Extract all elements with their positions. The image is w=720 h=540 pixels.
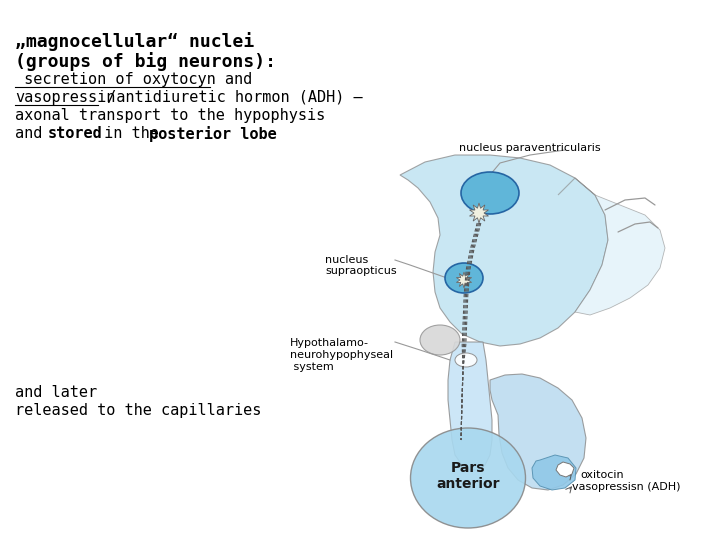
Ellipse shape: [455, 353, 477, 367]
Text: and: and: [15, 126, 52, 141]
Text: Pars: Pars: [451, 461, 485, 475]
Ellipse shape: [410, 428, 526, 528]
Ellipse shape: [445, 263, 483, 293]
Polygon shape: [400, 155, 608, 346]
Text: in the: in the: [95, 126, 168, 141]
Polygon shape: [456, 272, 472, 288]
Text: nucleus: nucleus: [325, 255, 368, 265]
Text: „magnocellular“ nuclei: „magnocellular“ nuclei: [15, 32, 254, 51]
Polygon shape: [490, 374, 586, 490]
Text: released to the capillaries: released to the capillaries: [15, 403, 261, 418]
Polygon shape: [556, 462, 574, 477]
Text: vasopressin: vasopressin: [15, 90, 115, 105]
Polygon shape: [448, 342, 492, 470]
Text: anterior: anterior: [436, 477, 500, 491]
Text: neurohypophyseal: neurohypophyseal: [290, 350, 393, 360]
Text: Hypothalamo-: Hypothalamo-: [290, 338, 369, 348]
Text: oxitocin: oxitocin: [580, 470, 624, 480]
Polygon shape: [469, 203, 488, 223]
Text: axonal transport to the hypophysis: axonal transport to the hypophysis: [15, 108, 325, 123]
Text: vasopressisn (ADH): vasopressisn (ADH): [572, 482, 680, 492]
Text: posterior lobe: posterior lobe: [149, 126, 276, 142]
Text: nucleus paraventricularis: nucleus paraventricularis: [459, 143, 600, 153]
Text: (groups of big neurons):: (groups of big neurons):: [15, 52, 276, 71]
Polygon shape: [532, 455, 576, 490]
Text: /antidiuretic hormon (ADH) –: /antidiuretic hormon (ADH) –: [98, 90, 363, 105]
Text: supraopticus: supraopticus: [325, 266, 397, 276]
Text: stored: stored: [48, 126, 103, 141]
Text: and later: and later: [15, 385, 97, 400]
Ellipse shape: [461, 172, 519, 214]
Text: secretion of oxytocyn and: secretion of oxytocyn and: [15, 72, 252, 87]
Ellipse shape: [420, 325, 460, 355]
Polygon shape: [558, 178, 665, 315]
Text: system: system: [290, 362, 334, 372]
